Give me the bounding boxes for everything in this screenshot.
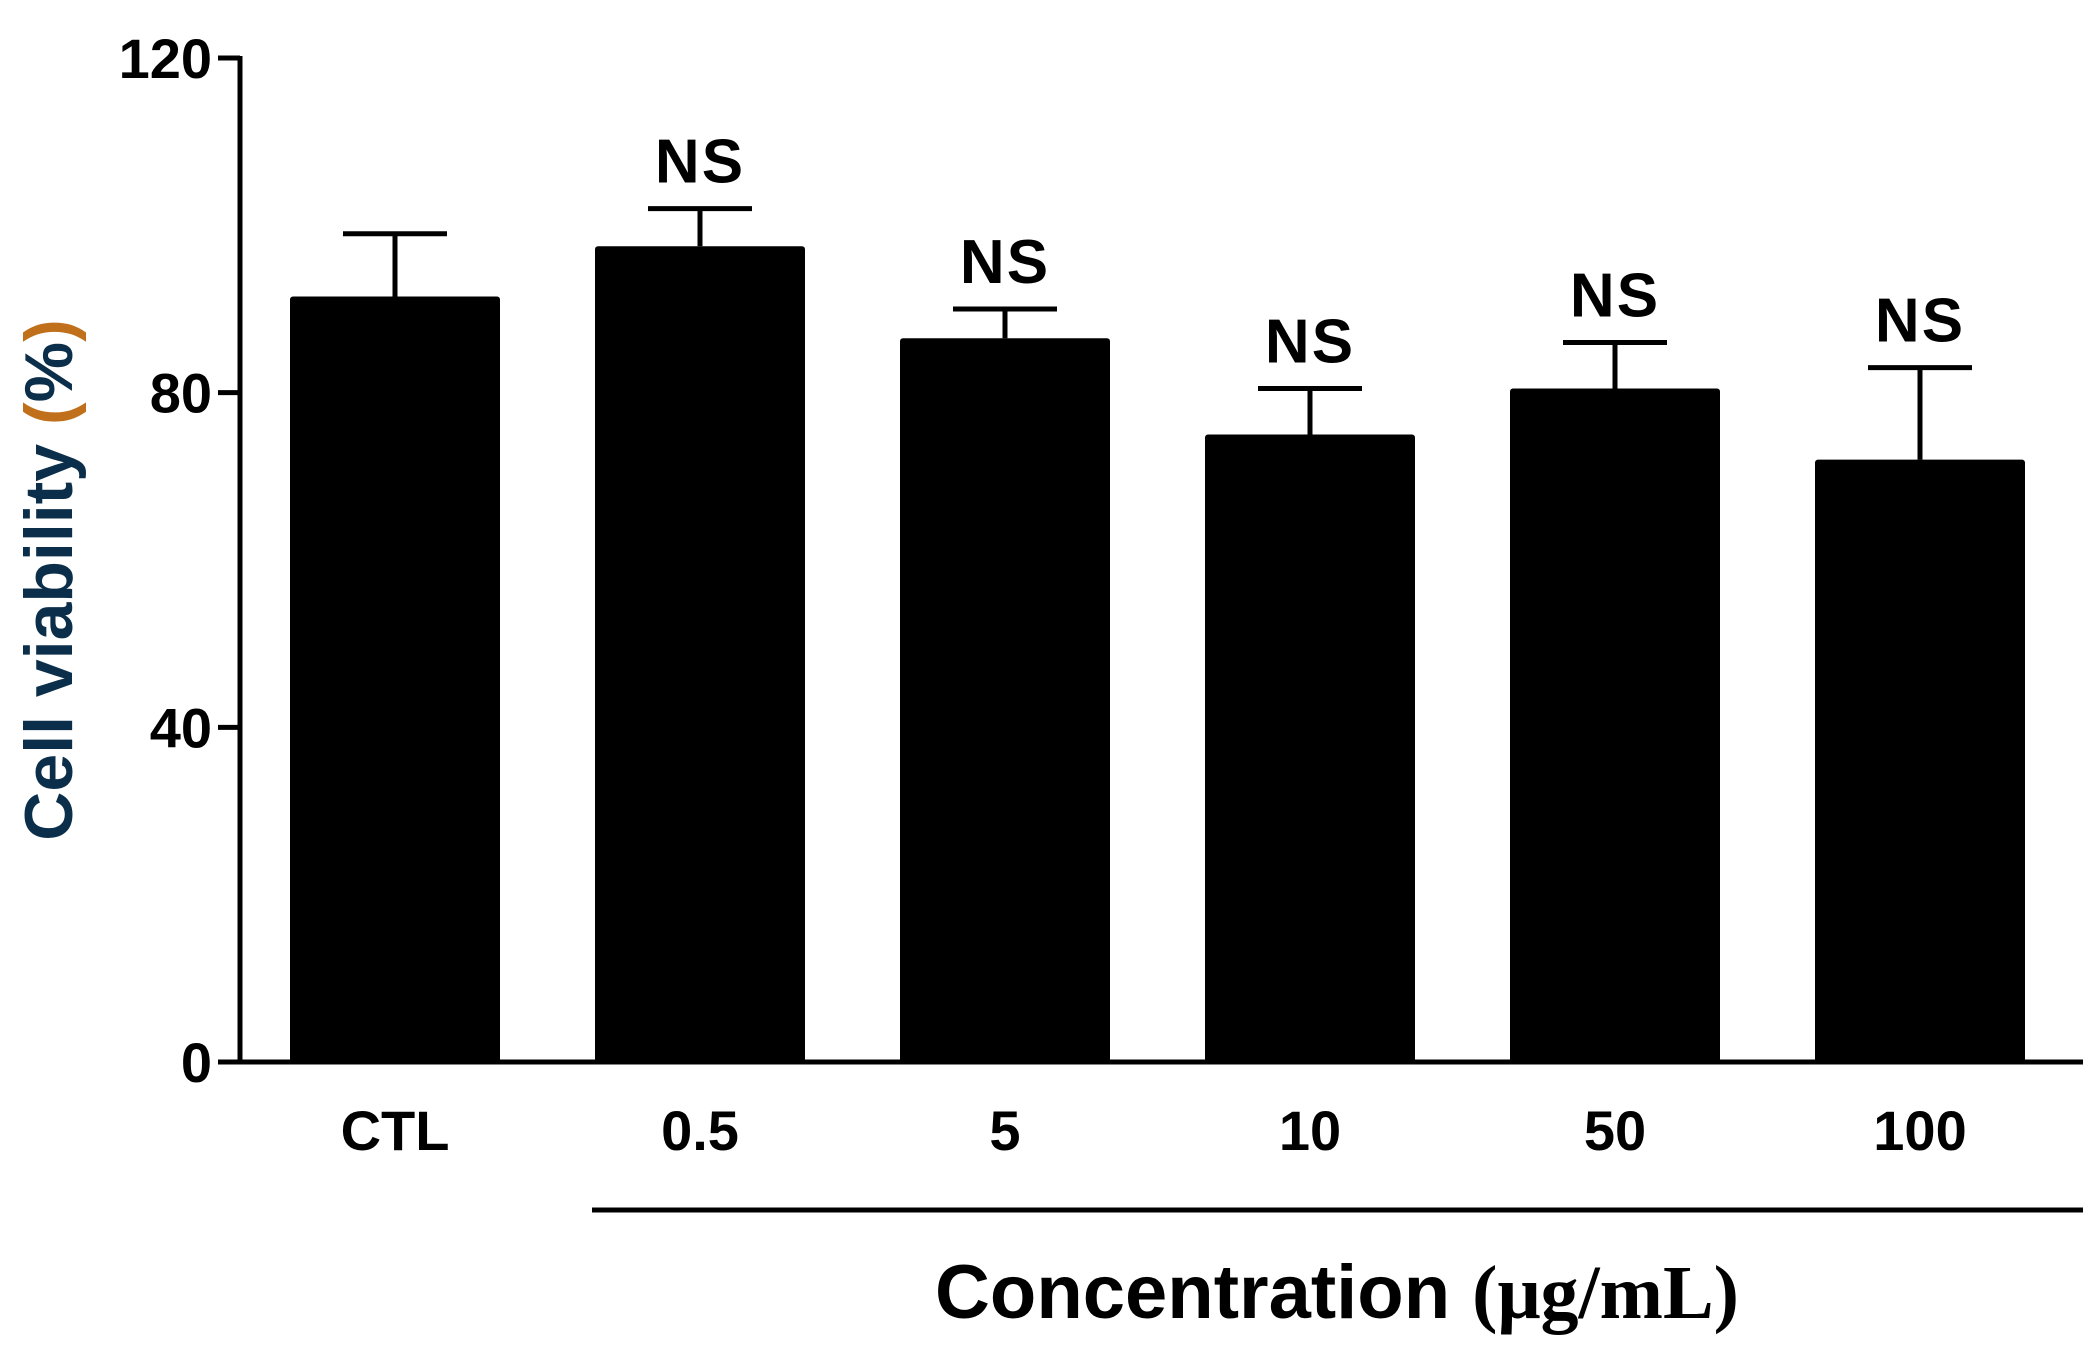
bar [595,246,805,1062]
bar [900,338,1110,1062]
y-tick-label: 120 [119,27,212,90]
x-tick-label: 5 [989,1099,1020,1162]
significance-label: NS [1265,307,1355,376]
x-tick-label: 0.5 [661,1099,739,1162]
y-axis-label-open-paren: ( [11,402,87,425]
y-axis-label: Cell viability (%) [11,319,87,840]
x-tick-label: 10 [1279,1099,1341,1162]
x-axis-label-unit: (μg/mL) [1472,1251,1739,1335]
y-tick-label: 80 [150,362,212,425]
y-axis-label-unit: % [11,342,87,402]
x-axis-label: Concentration (μg/mL) [935,1250,1739,1335]
y-axis-label-text: Cell viability [11,425,87,841]
error-bars-group [343,206,1972,460]
y-tick-label: 40 [150,696,212,759]
bar [1815,459,2025,1063]
y-tick-label: 0 [181,1031,212,1094]
significance-label: NS [1570,261,1660,330]
bars-group [290,246,2025,1063]
x-tick-label: CTL [341,1099,450,1162]
axes: 0 40 80 120 [119,27,2083,1094]
bar [290,296,500,1062]
significance-label: NS [1875,287,1965,356]
bar [1205,434,1415,1062]
labels-group: CTL NS 0.5 NS 5 NS 10 NS 50 NS 100 [341,128,1967,1162]
bar [1510,388,1720,1062]
significance-label: NS [960,228,1050,297]
x-tick-label: 100 [1873,1099,1966,1162]
significance-label: NS [655,128,745,197]
x-axis-label-text: Concentration [935,1250,1450,1335]
y-axis-label-close-paren: ) [11,319,87,342]
x-tick-label: 50 [1584,1099,1646,1162]
